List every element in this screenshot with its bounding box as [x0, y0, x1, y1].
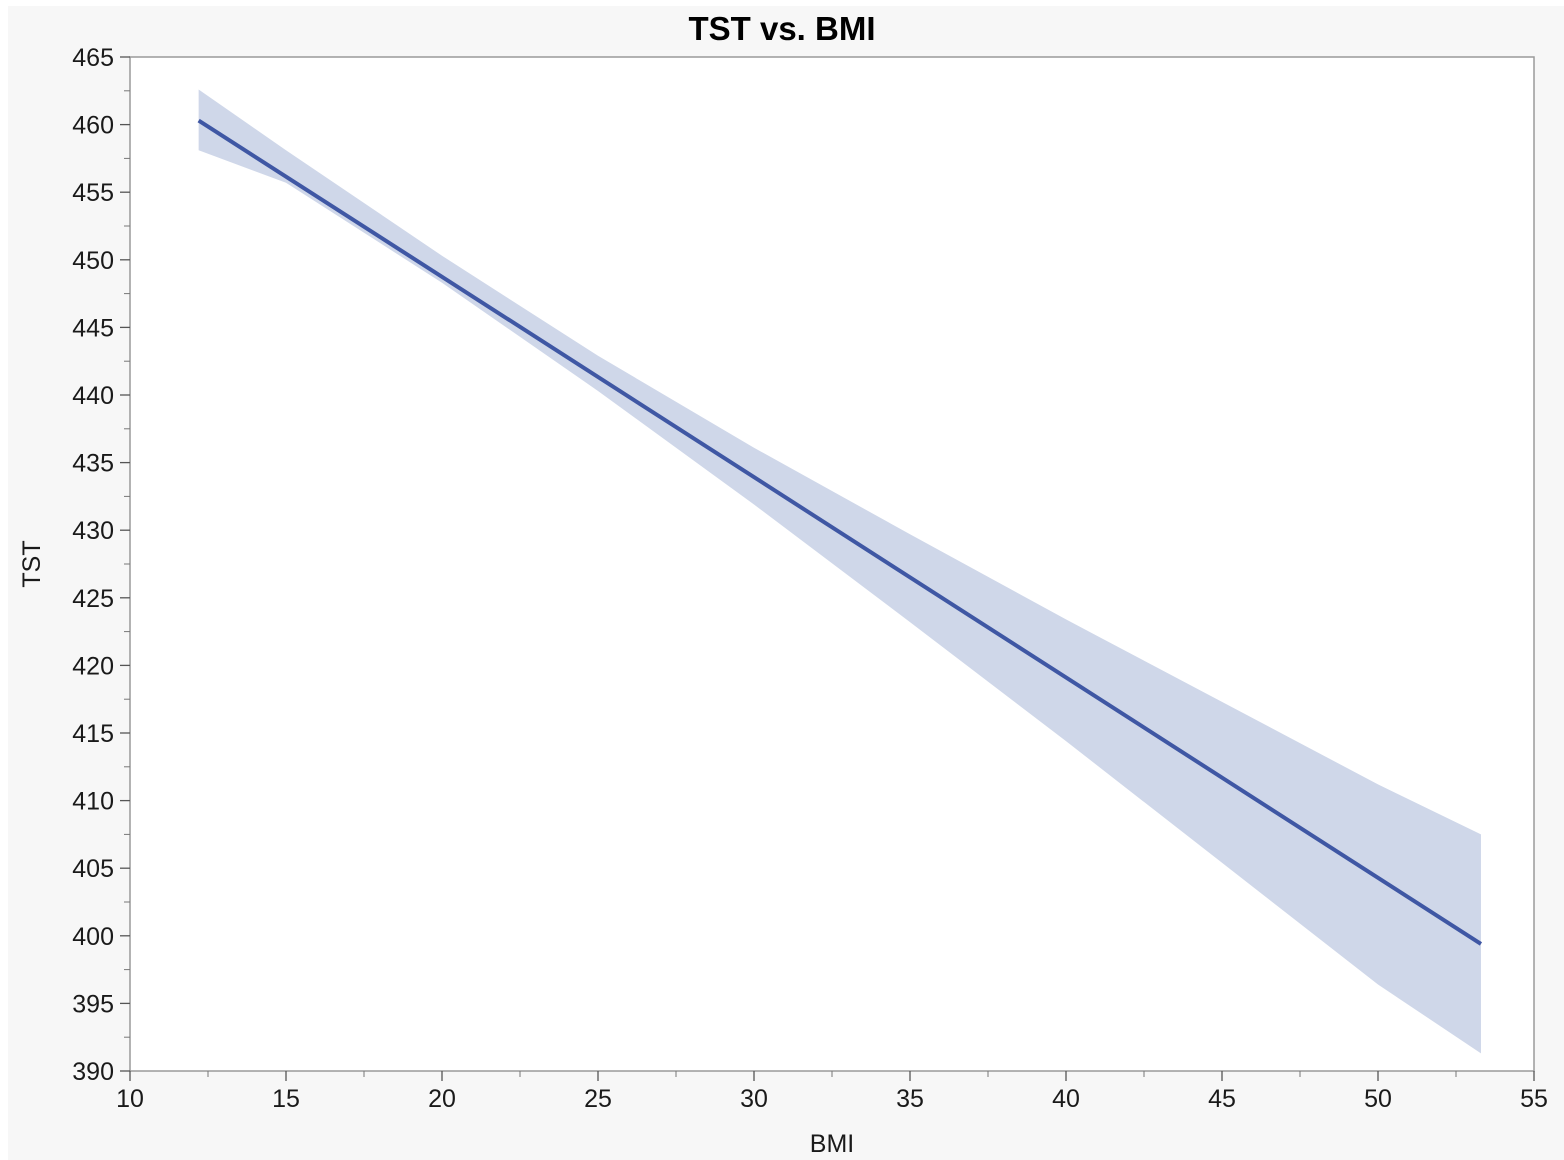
- x-tick-label: 15: [272, 1085, 300, 1113]
- y-tick-label: 430: [72, 517, 114, 545]
- fit-line-0: [197, 118, 1483, 946]
- y-axis: 390 395 400 405 410 415 420 425 430 435 440 445 450 4…: [72, 44, 130, 1086]
- y-tick-label: 455: [72, 179, 114, 207]
- y-tick-label: 445: [72, 314, 114, 342]
- y-tick-label: 405: [72, 855, 114, 883]
- x-axis: 10 15 20 25 30 35 40 45 50 55: [116, 1071, 1548, 1113]
- x-tick-label: 40: [1052, 1085, 1080, 1113]
- x-tick-label: 25: [584, 1085, 612, 1113]
- y-tick-label: 435: [72, 450, 114, 478]
- y-tick-label: 460: [72, 112, 114, 140]
- y-tick-label: 400: [72, 923, 114, 951]
- y-tick-label: 420: [72, 652, 114, 680]
- y-tick-label: 415: [72, 720, 114, 748]
- y-tick-label: 395: [72, 990, 114, 1018]
- chart-frame: TST vs. BMI 10 15 20 25 30 35 40 45 50 55 390 395 4…: [8, 6, 1564, 1160]
- x-tick-label: 50: [1364, 1085, 1392, 1113]
- y-axis-title: TST: [18, 540, 46, 587]
- y-tick-label: 410: [72, 788, 114, 816]
- confidence-band: [198, 89, 1481, 1054]
- confidence-band-layer: [198, 89, 1481, 1054]
- y-tick-label: 450: [72, 247, 114, 275]
- x-tick-label: 30: [740, 1085, 768, 1113]
- x-axis-title: BMI: [810, 1130, 854, 1158]
- y-tick-label: 465: [72, 44, 114, 72]
- x-tick-label: 35: [896, 1085, 924, 1113]
- x-tick-label: 10: [116, 1085, 144, 1113]
- x-tick-label: 20: [428, 1085, 456, 1113]
- x-tick-label: 55: [1520, 1085, 1548, 1113]
- y-tick-label: 390: [72, 1058, 114, 1086]
- y-tick-label: 425: [72, 585, 114, 613]
- chart-svg: TST vs. BMI 10 15 20 25 30 35 40 45 50 55 390 395 4…: [18, 10, 1548, 1158]
- x-tick-label: 45: [1208, 1085, 1236, 1113]
- chart-title: TST vs. BMI: [688, 10, 875, 47]
- y-tick-label: 440: [72, 382, 114, 410]
- series-line-layer: [197, 118, 1483, 946]
